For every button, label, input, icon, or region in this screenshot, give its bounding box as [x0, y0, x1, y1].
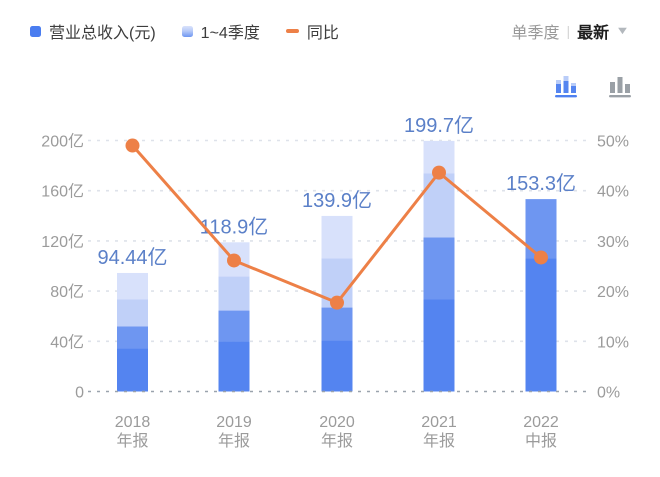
bar-segment-q2: [218, 310, 250, 342]
bar-segment-q2: [423, 237, 455, 300]
x-axis-label-period: 中报: [525, 432, 557, 450]
x-axis-label-year: 2019: [216, 414, 252, 431]
toggle-separator: |: [566, 23, 571, 39]
legend-item-yoy: 同比: [285, 19, 339, 43]
bar-segment-q2: [117, 326, 148, 349]
yoy-line-point: [125, 138, 140, 153]
x-axis-label-period: 年报: [218, 432, 250, 450]
x-axis-label-period: 年报: [116, 432, 148, 450]
yoy-line-point: [227, 253, 241, 268]
yoy-line-point: [534, 250, 548, 265]
bar-value-label: 118.9亿: [200, 215, 269, 238]
bar-value-label: 139.9亿: [302, 189, 372, 212]
bar-segment-q1: [218, 341, 250, 392]
legend-label-quarters: 1~4季度: [200, 25, 260, 42]
legend-item-total-revenue: 营业总收入(元): [30, 19, 156, 43]
legend-item-quarters: 1~4季度: [181, 19, 260, 43]
y-axis-tick-left: 160亿: [41, 183, 84, 201]
bar-value-label: 199.7亿: [404, 114, 474, 137]
x-axis-label-year: 2021: [421, 414, 457, 431]
bar-value-label: 153.3亿: [506, 172, 576, 195]
bar-segment-q1: [117, 348, 148, 392]
x-axis-label-period: 年报: [321, 432, 353, 450]
y-axis-tick-right: 10%: [597, 334, 629, 351]
yoy-line-point: [330, 295, 344, 310]
x-axis-label-year: 2020: [319, 414, 355, 431]
period-toggle[interactable]: 单季度 | 最新 ▼: [511, 19, 630, 43]
bar-segment-q4: [321, 215, 353, 259]
y-axis-tick-right: 40%: [597, 184, 629, 201]
chart-style-switcher: [553, 71, 633, 98]
yoy-line-swatch-icon: [285, 29, 299, 33]
yoy-line-point: [432, 165, 446, 180]
revenue-swatch-icon: [30, 25, 41, 37]
bar-segment-q4: [117, 272, 148, 300]
y-axis-tick-left: 200亿: [41, 133, 84, 151]
y-axis-tick-right: 50%: [597, 134, 629, 151]
y-axis-tick-left: 40亿: [50, 333, 84, 351]
legend-label-yoy: 同比: [306, 25, 339, 42]
bar-segment-q1: [423, 299, 455, 392]
y-axis-tick-right: 0%: [597, 385, 620, 402]
quarterly-stacked-bars-icon[interactable]: [553, 71, 579, 98]
bar-segment-q3: [117, 299, 148, 327]
bar-segment-q1: [321, 340, 353, 392]
caret-down-icon[interactable]: ▼: [615, 25, 630, 37]
legend: 营业总收入(元) 1~4季度 同比: [30, 19, 339, 43]
x-axis-label-year: 2018: [115, 414, 151, 431]
toggle-option-single-quarter[interactable]: 单季度: [511, 25, 560, 42]
x-axis-label-period: 年报: [423, 432, 455, 450]
quarters-gradient-swatch-icon: [181, 25, 193, 37]
bar-segment-q2: [321, 307, 353, 341]
y-axis-tick-left: 80亿: [50, 283, 84, 301]
y-axis-tick-right: 30%: [597, 234, 629, 251]
legend-label-total-revenue: 营业总收入(元): [49, 25, 156, 42]
bar-value-label: 94.44亿: [97, 246, 167, 269]
bar-segment-q1: [525, 258, 557, 392]
y-axis-tick-right: 20%: [597, 284, 629, 301]
toggle-option-latest[interactable]: 最新: [577, 25, 610, 42]
plain-bars-icon[interactable]: [607, 71, 633, 98]
bar-segment-q3: [218, 276, 250, 311]
y-axis-tick-left: 0: [75, 385, 84, 402]
x-axis-label-year: 2022: [523, 414, 559, 431]
y-axis-tick-left: 120亿: [41, 233, 84, 251]
